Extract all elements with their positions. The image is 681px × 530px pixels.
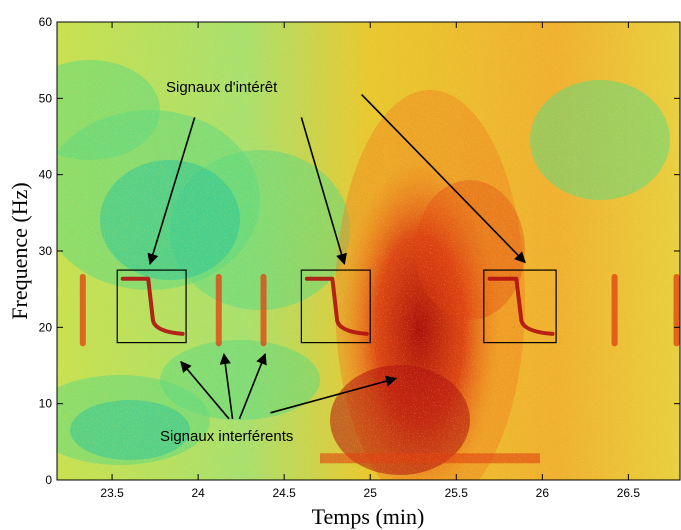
interference-arrow xyxy=(219,352,234,420)
spectrogram-image xyxy=(57,22,680,480)
y-tick-label: 50 xyxy=(39,91,53,105)
interference-signals-label: Signaux interférents xyxy=(160,428,293,445)
y-tick-label: 30 xyxy=(39,244,53,258)
interference-arrow xyxy=(238,353,267,420)
signal-box xyxy=(300,269,371,344)
x-tick-label: 26 xyxy=(536,486,550,500)
x-tick-label: 25.5 xyxy=(445,486,469,500)
y-tick-label: 60 xyxy=(39,15,53,29)
interference-arrow xyxy=(180,360,230,420)
interest-signals-label: Signaux d'intérêt xyxy=(166,79,278,96)
y-tick-label: 10 xyxy=(39,397,53,411)
interference-stripe xyxy=(673,273,680,347)
y-axis: 0 10 20 30 40 50 60 xyxy=(39,15,680,487)
annotations xyxy=(116,93,557,420)
x-tick-label: 24.5 xyxy=(272,486,296,500)
interference-stripe xyxy=(215,273,222,347)
signal-of-interest xyxy=(487,276,555,336)
signal-box xyxy=(116,269,187,344)
signal-box xyxy=(483,269,557,344)
x-tick-label: 23.5 xyxy=(100,486,124,500)
x-tick-label: 24 xyxy=(191,486,205,500)
interference-arrow xyxy=(270,375,398,414)
interest-arrow xyxy=(300,117,347,266)
x-axis-label: Temps (min) xyxy=(312,504,425,529)
y-tick-label: 20 xyxy=(39,320,53,334)
signal-of-interest xyxy=(304,276,369,336)
interference-stripe xyxy=(611,273,618,347)
x-axis: 23.5 24 24.5 25 25.5 26 26.5 xyxy=(100,22,640,500)
noise-overlay xyxy=(57,22,680,480)
y-tick-label: 40 xyxy=(39,168,53,182)
interest-arrow xyxy=(147,117,196,266)
signal-of-interest xyxy=(120,276,185,336)
x-tick-label: 25 xyxy=(364,486,378,500)
interference-stripe xyxy=(79,273,86,347)
y-axis-label: Frequence (Hz) xyxy=(7,182,32,319)
interference-stripe xyxy=(260,273,267,347)
y-tick-label: 0 xyxy=(45,473,52,487)
interest-arrow xyxy=(361,93,526,264)
x-tick-label: 26.5 xyxy=(617,486,641,500)
